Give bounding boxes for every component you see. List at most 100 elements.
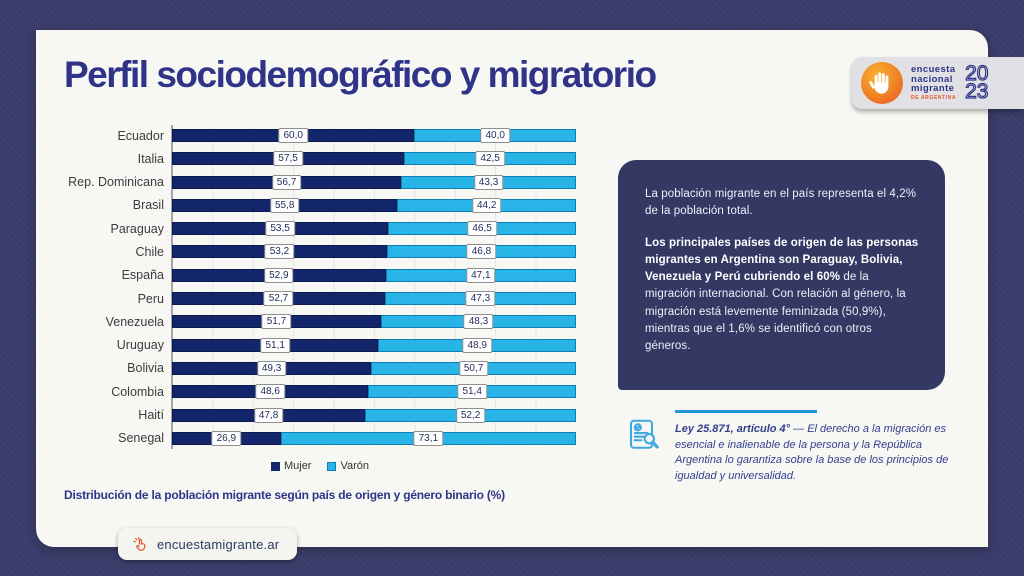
info-box: La población migrante en el país represe… [618, 160, 945, 390]
website-url: encuestamigrante.ar [157, 536, 280, 552]
chart-row: Venezuela 51,7 48,3 [106, 314, 576, 330]
country-label: Uruguay [116, 338, 164, 353]
value-chip-mujer: 48,6 [255, 384, 285, 400]
value-chip-varon: 44,2 [471, 197, 502, 213]
bar-track: 51,7 48,3 [172, 314, 576, 330]
logo-wordmark: encuesta nacional migrante DE ARGENTINA [911, 63, 957, 102]
bar-track: 55,8 44,2 [172, 197, 576, 213]
y-axis-line [171, 125, 173, 449]
law-paragraph: Ley 25.871, artículo 4° — El derecho a l… [675, 423, 949, 482]
value-chip-varon: 52,2 [455, 407, 486, 423]
value-chip-mujer: 52,7 [263, 291, 294, 307]
bar-track: 51,1 48,9 [172, 337, 576, 353]
info-paragraph-2-bold: Los principales países de origen de las … [645, 236, 919, 284]
content-card: Perfil sociodemográfico y migratorio Ecu… [36, 30, 988, 547]
logo-strip: encuesta nacional migrante DE ARGENTINA … [852, 57, 1024, 109]
chart-caption: Distribución de la población migrante se… [64, 488, 505, 502]
value-chip-mujer: 56,7 [271, 174, 302, 190]
country-label: Colombia [111, 384, 164, 399]
value-chip-mujer: 49,3 [256, 360, 287, 376]
value-chip-varon: 48,9 [462, 337, 492, 353]
legend-label-mujer: Mujer [283, 460, 312, 472]
value-chip-varon: 40,0 [480, 128, 510, 143]
value-chip-varon: 46,5 [467, 221, 497, 237]
bar-track: 60,0 40,0 [172, 128, 576, 143]
chart-row: Brasil 55,8 44,2 [133, 197, 576, 213]
country-label: Venezuela [105, 314, 164, 329]
chart-row: Bolivia 49,3 50,7 [127, 360, 576, 376]
legend-swatch-mujer [270, 461, 280, 471]
country-label: Brasil [132, 198, 164, 213]
chart-row: España 52,9 47,1 [122, 267, 576, 283]
bar-track: 53,2 46,8 [172, 244, 576, 260]
info-paragraph-2: Los principales países de origen de las … [645, 235, 919, 356]
value-chip-varon: 43,3 [473, 174, 504, 190]
value-chip-mujer: 26,9 [211, 430, 242, 446]
chart-row: Chile 53,2 46,8 [136, 244, 576, 260]
chart-legend: Mujer Varón [64, 460, 576, 472]
website-pill[interactable]: encuestamigrante.ar [118, 528, 298, 560]
legend-label-varon: Varón [340, 460, 370, 472]
bar-track: 48,6 51,4 [172, 384, 576, 400]
country-label: España [121, 268, 164, 283]
chart-row: Italia 57,5 42,5 [138, 151, 576, 167]
chart-row: Paraguay 53,5 46,5 [110, 221, 576, 237]
bar-track: 52,7 47,3 [172, 291, 576, 307]
country-label: Haití [138, 408, 164, 423]
value-chip-mujer: 47,8 [253, 407, 284, 423]
gender-by-country-chart: Ecuador 60,0 40,0 Italia 57,5 42,5 Rep. Domini… [64, 125, 576, 472]
bar-track: 57,5 42,5 [172, 151, 576, 167]
law-text-block: Ley 25.871, artículo 4° — El derecho a l… [675, 410, 955, 484]
value-chip-varon: 42,5 [475, 151, 505, 167]
country-label: Bolivia [127, 361, 164, 376]
country-label: Italia [137, 151, 164, 166]
legend-swatch-varon [327, 461, 337, 471]
chart-row: Haití 47,8 52,2 [138, 407, 576, 423]
bar-track: 26,9 73,1 [172, 430, 576, 446]
info-paragraph-1: La población migrante en el país represe… [645, 188, 917, 218]
law-divider-line [675, 410, 817, 413]
value-chip-mujer: 52,9 [264, 267, 294, 283]
chart-row: Uruguay 51,1 48,9 [117, 337, 576, 353]
value-chip-varon: 48,3 [463, 314, 494, 330]
document-magnifier-icon [625, 416, 661, 484]
chart-rows: Ecuador 60,0 40,0 Italia 57,5 42,5 Rep. Domini… [64, 125, 576, 449]
click-hand-icon [133, 536, 146, 551]
country-label: Peru [137, 291, 164, 306]
chart-row: Senegal 26,9 73,1 [118, 430, 576, 446]
value-chip-mujer: 53,2 [264, 244, 295, 260]
chart-row: Peru 52,7 47,3 [138, 291, 576, 307]
chart-row: Ecuador 60,0 40,0 [117, 128, 576, 143]
legend-item-varon: Varón [327, 460, 369, 472]
value-chip-mujer: 57,5 [273, 151, 303, 167]
bar-track: 52,9 47,1 [172, 267, 576, 283]
chart-row: Rep. Dominicana 56,7 43,3 [68, 174, 576, 190]
country-label: Chile [135, 244, 165, 259]
value-chip-mujer: 51,1 [260, 337, 290, 353]
hand-icon [861, 62, 903, 104]
value-chip-varon: 73,1 [413, 430, 444, 446]
country-label: Rep. Dominicana [68, 175, 164, 190]
value-chip-varon: 50,7 [458, 360, 489, 376]
value-chip-varon: 46,8 [466, 244, 497, 260]
law-note: Ley 25.871, artículo 4° — El derecho a l… [625, 410, 955, 484]
bar-track: 47,8 52,2 [172, 407, 576, 423]
country-label: Ecuador [117, 128, 164, 143]
value-chip-mujer: 55,8 [269, 197, 300, 213]
value-chip-mujer: 53,5 [265, 221, 295, 237]
info-paragraph-2-rest: de la migración internacional. Con relac… [645, 271, 906, 352]
bar-track: 49,3 50,7 [172, 360, 576, 376]
value-chip-mujer: 51,7 [261, 314, 292, 330]
bar-track: 53,5 46,5 [172, 221, 576, 237]
value-chip-varon: 47,1 [466, 267, 496, 283]
country-label: Paraguay [110, 221, 164, 236]
law-title: Ley 25.871, artículo 4° [675, 423, 791, 435]
chart-row: Colombia 48,6 51,4 [111, 384, 576, 400]
page-title: Perfil sociodemográfico y migratorio [64, 54, 657, 95]
value-chip-varon: 51,4 [457, 384, 487, 400]
value-chip-mujer: 60,0 [278, 128, 308, 143]
value-chip-varon: 47,3 [465, 291, 496, 307]
legend-item-mujer: Mujer [270, 460, 312, 472]
country-label: Senegal [118, 431, 164, 446]
logo-year: 20 23 [964, 61, 989, 103]
